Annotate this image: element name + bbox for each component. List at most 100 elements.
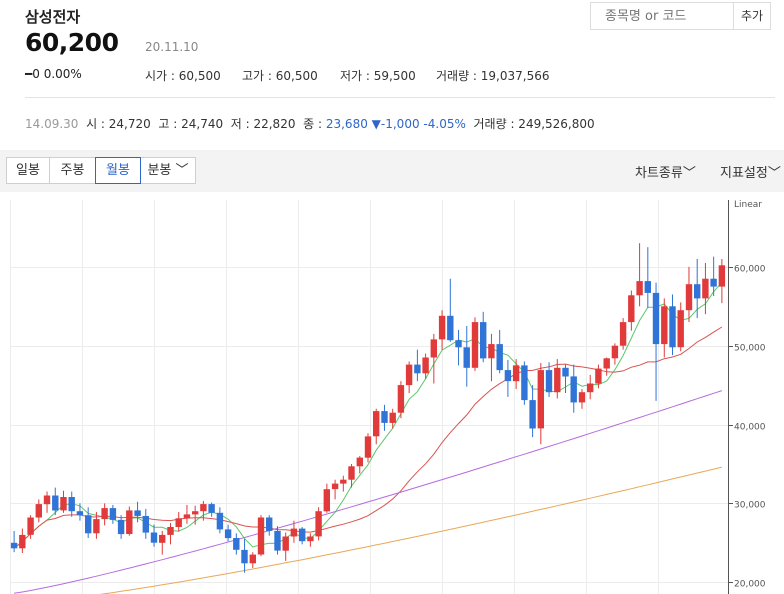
candle[interactable]: [175, 512, 182, 532]
candle[interactable]: [274, 526, 281, 555]
candle[interactable]: [68, 491, 75, 517]
candle[interactable]: [554, 359, 561, 399]
candle-body: [397, 385, 405, 413]
candle[interactable]: [101, 503, 108, 526]
monthly-candlestick-chart[interactable]: Linear 60,000 50,000 40,000 30,000 20,000: [0, 192, 784, 594]
candle[interactable]: [447, 278, 454, 342]
candle[interactable]: [43, 491, 51, 513]
candle[interactable]: [27, 515, 34, 539]
candle[interactable]: [233, 533, 240, 555]
candle[interactable]: [521, 361, 528, 405]
candle[interactable]: [694, 259, 701, 319]
tab-minute[interactable]: 분봉 ﹀: [140, 157, 196, 184]
candle[interactable]: [10, 530, 18, 553]
candle[interactable]: [389, 408, 396, 429]
candle[interactable]: [323, 483, 330, 513]
stock-search-input[interactable]: [590, 2, 734, 30]
chart-type-menu[interactable]: 차트종류﹀: [635, 162, 696, 181]
candle[interactable]: [109, 504, 117, 524]
tab-weekly[interactable]: 주봉: [49, 157, 96, 184]
candle[interactable]: [241, 538, 248, 573]
candle[interactable]: [142, 508, 149, 539]
candle[interactable]: [562, 364, 569, 393]
candle[interactable]: [537, 363, 544, 445]
candle[interactable]: [529, 385, 536, 438]
candle[interactable]: [192, 505, 199, 525]
candle[interactable]: [685, 266, 693, 323]
history-change-percent: -4.05%: [423, 117, 466, 131]
candle[interactable]: [545, 362, 553, 397]
candle[interactable]: [414, 349, 421, 382]
candle[interactable]: [710, 256, 717, 297]
candle[interactable]: [496, 329, 503, 374]
candle[interactable]: [578, 389, 586, 409]
candle[interactable]: [364, 433, 372, 463]
candle[interactable]: [266, 515, 273, 536]
candle[interactable]: [488, 333, 495, 382]
candle[interactable]: [52, 487, 59, 516]
candle[interactable]: [35, 499, 42, 523]
candle[interactable]: [356, 456, 363, 474]
candle[interactable]: [117, 515, 125, 539]
candle[interactable]: [397, 381, 405, 419]
candle[interactable]: [224, 524, 232, 542]
candle[interactable]: [628, 290, 635, 331]
indicator-settings-menu[interactable]: 지표설정﹀: [720, 162, 781, 181]
candle[interactable]: [76, 503, 84, 521]
candle[interactable]: [595, 364, 602, 389]
tab-daily[interactable]: 일봉: [6, 157, 50, 184]
candle[interactable]: [373, 408, 380, 445]
candle[interactable]: [619, 318, 627, 350]
candle[interactable]: [405, 361, 413, 393]
candle[interactable]: [471, 317, 479, 371]
candle[interactable]: [438, 310, 446, 350]
candle[interactable]: [331, 479, 339, 500]
candle[interactable]: [183, 504, 191, 524]
candle[interactable]: [661, 298, 668, 358]
candle[interactable]: [249, 552, 256, 568]
candle[interactable]: [636, 243, 643, 307]
candle[interactable]: [702, 262, 709, 315]
candle[interactable]: [159, 530, 166, 555]
candle[interactable]: [652, 282, 660, 401]
candle[interactable]: [315, 507, 322, 541]
candle[interactable]: [455, 329, 462, 366]
candle[interactable]: [60, 490, 67, 513]
candle[interactable]: [512, 359, 520, 390]
candle[interactable]: [299, 527, 306, 545]
candle[interactable]: [134, 501, 141, 523]
candle[interactable]: [216, 507, 224, 534]
candle[interactable]: [126, 506, 133, 536]
candle[interactable]: [718, 259, 726, 304]
candle[interactable]: [340, 475, 347, 492]
candle[interactable]: [200, 500, 207, 521]
candle[interactable]: [611, 343, 619, 365]
candle[interactable]: [677, 302, 684, 352]
candle[interactable]: [208, 502, 215, 517]
candle[interactable]: [348, 463, 355, 488]
candle[interactable]: [603, 357, 610, 376]
candle[interactable]: [504, 359, 512, 397]
candle[interactable]: [307, 533, 314, 547]
candle[interactable]: [282, 532, 289, 561]
candle[interactable]: [257, 515, 265, 557]
candle[interactable]: [430, 333, 437, 384]
tab-monthly[interactable]: 월봉: [95, 157, 141, 184]
candle[interactable]: [93, 512, 100, 539]
candle[interactable]: [290, 520, 298, 543]
candle[interactable]: [422, 353, 429, 379]
candle[interactable]: [587, 374, 594, 400]
candle[interactable]: [669, 294, 676, 356]
candle[interactable]: [381, 404, 388, 431]
candle[interactable]: [463, 326, 470, 387]
candle[interactable]: [167, 523, 174, 545]
add-stock-button[interactable]: 추가: [733, 2, 771, 30]
candle[interactable]: [85, 507, 92, 539]
candle[interactable]: [19, 528, 26, 554]
candle[interactable]: [644, 247, 651, 308]
candle[interactable]: [480, 311, 487, 363]
candle[interactable]: [570, 364, 577, 413]
candle[interactable]: [150, 524, 158, 547]
candle-body: [611, 345, 619, 359]
candle-body: [348, 466, 355, 480]
